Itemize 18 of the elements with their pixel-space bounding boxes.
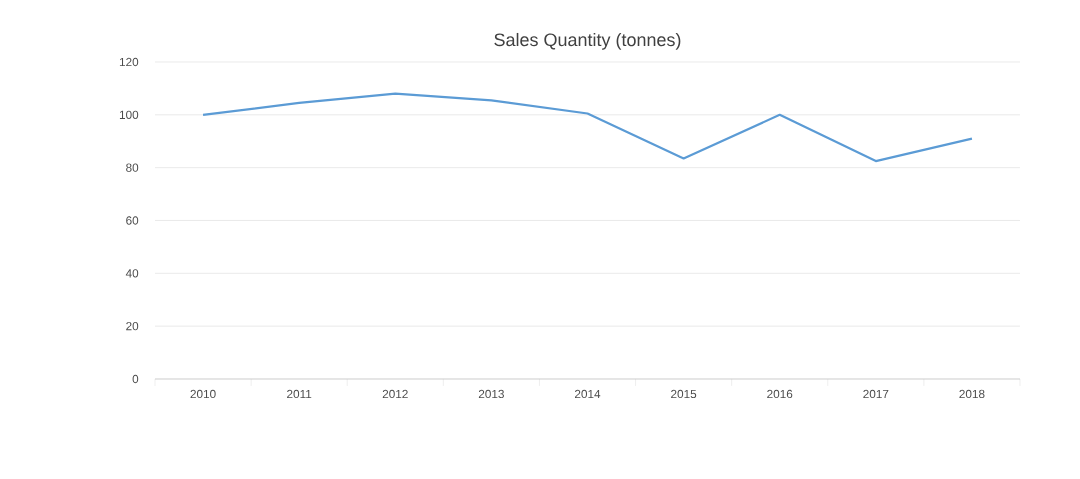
y-tick-label: 60 <box>126 216 139 225</box>
y-tick-label: 0 <box>132 374 139 384</box>
x-tick-label: 2013 <box>478 389 504 399</box>
y-tick-label: 40 <box>125 269 139 278</box>
x-tick-label: 2018 <box>959 389 985 399</box>
x-tick-label: 2016 <box>767 389 793 399</box>
x-tick-label: 2017 <box>863 389 889 399</box>
x-tick-label: 2015 <box>671 389 697 399</box>
y-tick-label: 120 <box>119 57 139 67</box>
y-tick-label: 100 <box>119 110 139 119</box>
y-tick-label: 80 <box>126 163 139 172</box>
chart-title: Sales Quantity (tonnes) <box>494 32 681 50</box>
x-tick-label: 2011 <box>287 389 312 399</box>
y-tick-label: 20 <box>126 322 139 331</box>
x-tick-label: 2012 <box>382 389 408 399</box>
x-tick-label: 2014 <box>575 389 601 399</box>
x-tick-label: 2010 <box>190 389 216 399</box>
line-series <box>201 92 974 163</box>
